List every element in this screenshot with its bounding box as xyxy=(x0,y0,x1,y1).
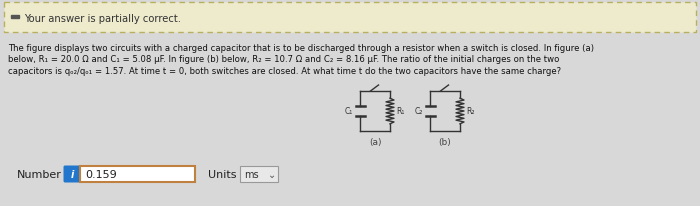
Text: The figure displays two circuits with a charged capacitor that is to be discharg: The figure displays two circuits with a … xyxy=(8,44,594,53)
Bar xyxy=(11,16,19,18)
Text: ⌄: ⌄ xyxy=(268,169,276,179)
Text: Units: Units xyxy=(208,169,237,179)
Text: Your answer is partially correct.: Your answer is partially correct. xyxy=(24,13,181,23)
Text: (a): (a) xyxy=(369,137,382,146)
Text: R₁: R₁ xyxy=(396,107,405,116)
Text: C₁: C₁ xyxy=(344,107,353,116)
FancyBboxPatch shape xyxy=(4,3,696,33)
Text: capacitors is qₒ₂/qₒ₁ = 1.57. At time t = 0, both switches are closed. At what t: capacitors is qₒ₂/qₒ₁ = 1.57. At time t … xyxy=(8,67,561,76)
FancyBboxPatch shape xyxy=(80,166,195,182)
Text: C₂: C₂ xyxy=(414,107,423,116)
FancyBboxPatch shape xyxy=(64,166,80,183)
FancyBboxPatch shape xyxy=(240,166,278,182)
Text: i: i xyxy=(70,169,74,179)
Text: ms: ms xyxy=(244,169,258,179)
Text: Number: Number xyxy=(17,169,62,179)
Text: below, R₁ = 20.0 Ω and C₁ = 5.08 μF. In figure (b) below, R₂ = 10.7 Ω and C₂ = 8: below, R₁ = 20.0 Ω and C₁ = 5.08 μF. In … xyxy=(8,55,559,64)
Text: (b): (b) xyxy=(439,137,452,146)
Text: 0.159: 0.159 xyxy=(85,169,117,179)
Text: R₂: R₂ xyxy=(466,107,475,116)
